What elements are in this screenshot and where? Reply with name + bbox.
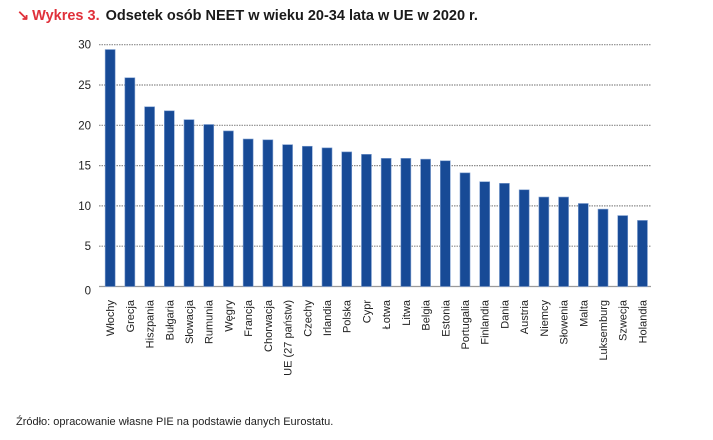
bar bbox=[420, 158, 431, 287]
x-tick-label: Austria bbox=[519, 299, 531, 334]
x-tick-label: Holandia bbox=[637, 299, 649, 343]
bar bbox=[262, 139, 274, 287]
bar bbox=[183, 119, 195, 287]
x-tick-label: Słowenia bbox=[559, 299, 571, 345]
bar bbox=[577, 203, 589, 287]
x-tick-label: Rumunia bbox=[204, 299, 216, 344]
bar bbox=[104, 49, 116, 287]
figure-label: Wykres 3. bbox=[32, 8, 100, 24]
bar bbox=[223, 130, 234, 287]
x-tick-label: Hiszpania bbox=[145, 299, 157, 348]
chart-title: ↘ Wykres 3. Odsetek osób NEET w wieku 20-3… bbox=[17, 8, 478, 24]
x-tick-label: Irlandia bbox=[322, 299, 334, 336]
y-tick-label: 5 bbox=[85, 241, 91, 253]
x-tick-label: Niemcy bbox=[539, 300, 551, 337]
x-tick-label: Łotwa bbox=[381, 299, 393, 329]
bar bbox=[203, 124, 215, 287]
y-tick-label: 0 bbox=[85, 286, 91, 298]
source-note: Źródło: opracowanie własne PIE na podsta… bbox=[16, 416, 334, 428]
x-tick-label: Węgry bbox=[223, 300, 235, 332]
x-tick-label: Dania bbox=[499, 299, 511, 329]
bar bbox=[459, 172, 471, 287]
y-axis-ticks: 0 5 10 15 20 25 30 bbox=[78, 40, 91, 298]
x-tick-label: Chorwacja bbox=[263, 299, 275, 352]
bar bbox=[518, 189, 530, 287]
x-tick-label: Litwa bbox=[401, 299, 413, 326]
x-tick-label: Estonia bbox=[440, 299, 452, 337]
bar bbox=[301, 145, 313, 287]
bar bbox=[499, 183, 510, 287]
bar-chart: 0 5 10 15 20 25 30 Włochy Grecja Hiszpania Bułgar… bbox=[78, 40, 651, 376]
bar bbox=[637, 220, 648, 287]
bar bbox=[282, 144, 293, 287]
y-tick-label: 20 bbox=[78, 120, 91, 132]
bar bbox=[400, 158, 412, 287]
y-tick-label: 30 bbox=[78, 40, 91, 52]
x-tick-label: Szwecja bbox=[618, 299, 630, 341]
bar bbox=[361, 154, 372, 287]
y-tick-label: 25 bbox=[78, 80, 91, 92]
x-tick-label: Portugalia bbox=[460, 299, 472, 349]
x-axis-ticks: Włochy Grecja Hiszpania Bułgaria Słowacja Rum… bbox=[105, 299, 649, 376]
bar bbox=[538, 196, 550, 287]
x-tick-label: Malta bbox=[578, 299, 590, 327]
x-tick-label: Francja bbox=[243, 299, 255, 337]
x-tick-label: Finlandia bbox=[480, 299, 492, 345]
x-tick-label: UE (27 państw) bbox=[283, 300, 295, 376]
x-tick-label: Bułgaria bbox=[164, 299, 176, 340]
bar bbox=[479, 181, 491, 287]
x-tick-label: Cypr bbox=[361, 300, 373, 324]
bar bbox=[558, 196, 569, 287]
x-tick-label: Luksemburg bbox=[598, 300, 610, 361]
x-tick-label: Słowacja bbox=[184, 299, 196, 344]
bar bbox=[164, 110, 175, 287]
y-tick-label: 10 bbox=[78, 201, 91, 213]
bar bbox=[242, 138, 254, 287]
title-text: Odsetek osób NEET w wieku 20-34 lata w U… bbox=[105, 8, 478, 24]
bar bbox=[380, 158, 392, 287]
bar bbox=[124, 77, 136, 287]
bar bbox=[617, 215, 629, 287]
x-tick-label: Belgia bbox=[421, 299, 433, 330]
bar bbox=[144, 106, 155, 287]
x-tick-label: Czechy bbox=[302, 300, 314, 337]
x-tick-label: Grecja bbox=[125, 299, 137, 332]
bar bbox=[341, 151, 353, 287]
bars bbox=[104, 49, 648, 287]
bar bbox=[597, 208, 609, 287]
bar bbox=[439, 160, 451, 287]
bar bbox=[321, 147, 333, 287]
x-tick-label: Włochy bbox=[105, 300, 117, 337]
south-east-arrow-icon: ↘ bbox=[17, 8, 30, 24]
y-tick-label: 15 bbox=[78, 161, 91, 173]
x-tick-label: Polska bbox=[342, 299, 354, 333]
